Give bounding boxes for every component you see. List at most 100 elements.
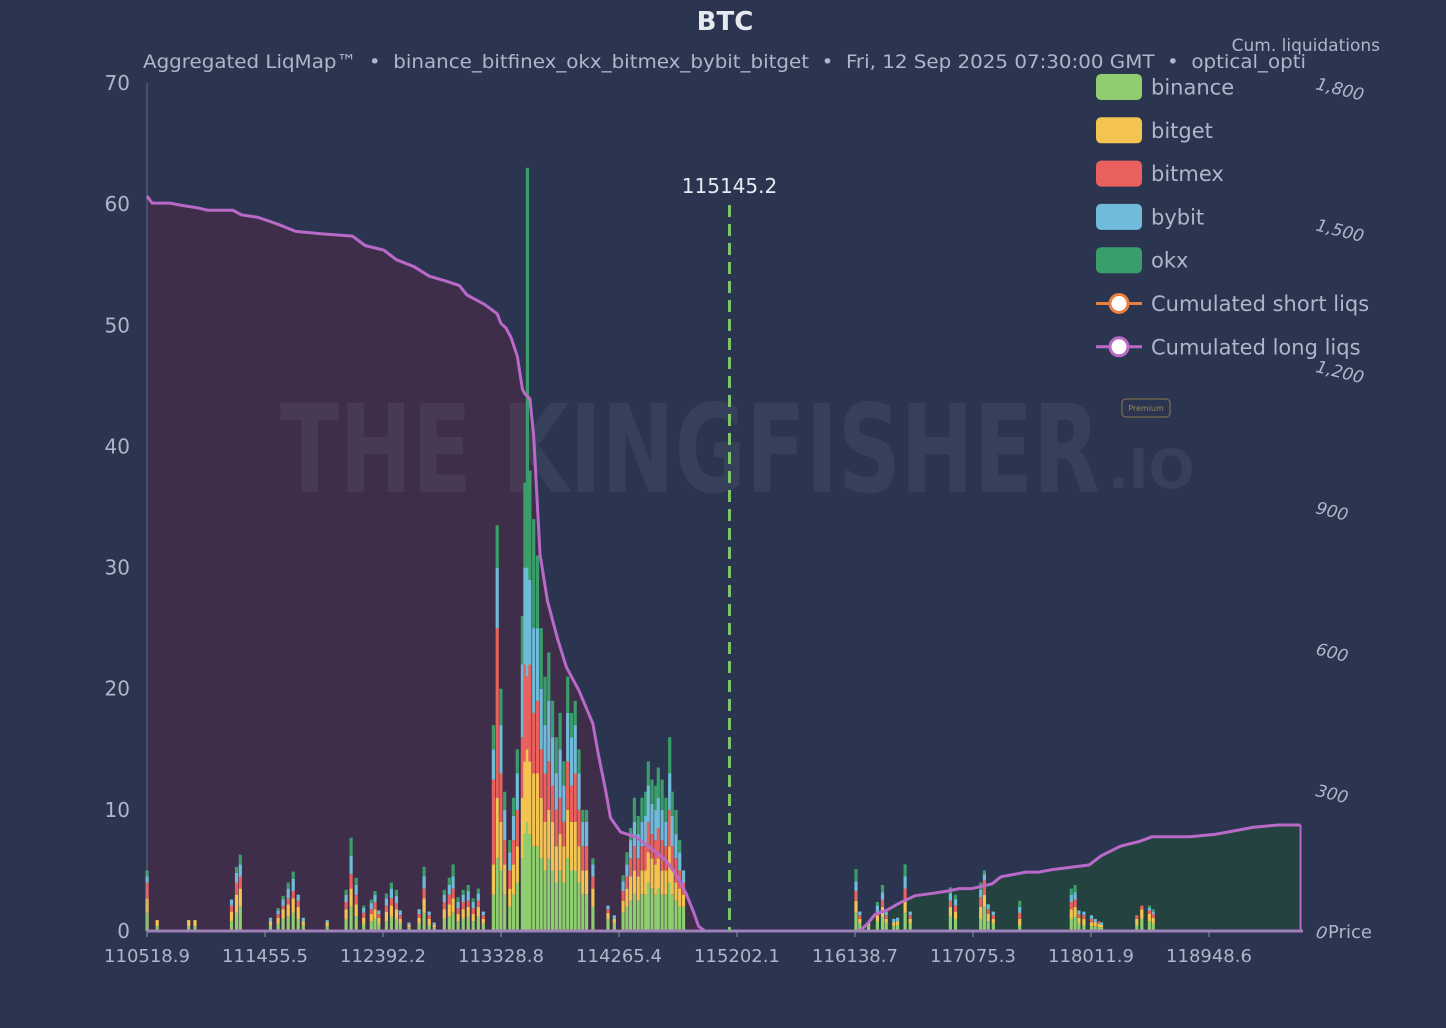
bar-binance-38: [476, 916, 480, 931]
bar-binance-7: [268, 924, 273, 931]
bar-okx-9: [281, 895, 285, 900]
bar-bybit-23: [389, 888, 393, 899]
bar-okx-19: [369, 899, 373, 904]
watermark: THE KINGFISHER .IO Premium: [280, 379, 1195, 521]
bar-bitget-8: [276, 917, 280, 924]
bar-binance-67: [606, 918, 610, 931]
bar-okx-96: [903, 864, 907, 877]
bar-bitget-5: [234, 894, 239, 913]
bar-okx-80: [660, 779, 664, 810]
bar-bitmex-49: [525, 676, 529, 750]
bar-bitget-22: [384, 911, 388, 922]
bar-bitget-57: [554, 846, 558, 883]
bar-okx-104: [1018, 900, 1022, 907]
bar-okx-53: [539, 628, 543, 689]
bar-binance-5: [234, 912, 239, 931]
bar-bitmex-113: [1135, 915, 1139, 919]
bar-okx-49: [525, 167, 529, 568]
bar-binance-100: [979, 918, 983, 931]
bar-bitmex-105: [1069, 901, 1073, 910]
bar-bitget-78: [654, 864, 658, 895]
bar-okx-92: [880, 885, 885, 893]
bar-bybit-96: [903, 876, 907, 889]
bar-bitmex-109: [1089, 918, 1094, 923]
y-tick-label: 10: [105, 798, 130, 822]
bar-binance-9: [281, 918, 285, 931]
bar-bitget-34: [456, 914, 460, 922]
bar-binance-12: [296, 918, 300, 931]
bar-bitget-12: [296, 906, 300, 919]
bar-bitmex-108: [1082, 915, 1086, 919]
bar-bitget-106: [1073, 906, 1077, 917]
bar-okx-48: [523, 482, 527, 568]
bar-binance-74: [640, 894, 644, 931]
bar-bitget-81: [664, 870, 668, 895]
bar-bitmex-59: [562, 822, 566, 847]
bar-bitmex-45: [511, 840, 516, 865]
bar-bitmex-58: [558, 797, 562, 834]
bar-okx-32: [447, 877, 451, 885]
bar-bybit-84: [674, 834, 678, 859]
bar-binance-92: [880, 916, 885, 931]
bar-binance-45: [511, 894, 516, 931]
bar-binance-56: [551, 870, 555, 931]
bar-bybit-30: [432, 922, 436, 925]
bar-binance-34: [456, 921, 460, 931]
bar-binance-28: [422, 912, 426, 931]
bar-bybit-46: [515, 773, 519, 810]
bar-bitget-98: [948, 906, 952, 917]
bar-okx-22: [384, 893, 388, 899]
bar-bitmex-98: [948, 900, 952, 907]
legend-label: binance: [1151, 76, 1234, 100]
bar-binance-62: [573, 870, 577, 931]
bar-binance-36: [466, 916, 470, 931]
bar-binance-13: [301, 924, 305, 931]
bar-binance-15: [344, 918, 348, 931]
bar-bitmex-20: [373, 901, 377, 910]
bar-okx-101: [982, 870, 986, 874]
bar-okx-75: [644, 791, 648, 816]
bar-okx-11: [291, 871, 295, 879]
bar-binance-60: [566, 858, 570, 931]
watermark-text: THE KINGFISHER: [280, 379, 1100, 521]
bar-binance-84: [674, 900, 678, 931]
bar-bitmex-83: [670, 846, 674, 871]
bar-binance-59: [562, 882, 566, 931]
bar-okx-59: [562, 761, 566, 786]
bar-bitget-110: [1093, 922, 1097, 927]
liquidation-bars: [145, 167, 1155, 931]
bar-binance-71: [629, 900, 633, 931]
bar-okx-62: [573, 700, 577, 725]
watermark-suffix: .IO: [1108, 438, 1195, 501]
bar-bitmex-92: [880, 899, 885, 907]
bar-bybit-115: [1147, 908, 1151, 911]
legend-marker-5: [1108, 293, 1130, 314]
bar-bitmex-23: [389, 898, 393, 906]
bar-binance-93: [884, 923, 888, 931]
bar-bybit-6: [238, 864, 242, 877]
bar-okx-79: [656, 767, 660, 798]
bar-bybit-29: [427, 911, 431, 916]
bar-okx-105: [1069, 888, 1073, 895]
bar-binance-32: [447, 916, 451, 931]
bar-bitget-116: [1151, 917, 1155, 924]
bar-bybit-82: [668, 773, 672, 810]
bar-binance-97: [908, 923, 912, 931]
bar-binance-94: [892, 926, 896, 931]
bar-bybit-36: [466, 891, 470, 901]
bar-bitmex-116: [1151, 914, 1155, 918]
bar-bitget-1: [155, 920, 159, 927]
bar-bybit-48: [523, 567, 527, 665]
bar-bitget-77: [650, 858, 654, 889]
bar-okx-78: [654, 785, 658, 810]
bar-binance-72: [632, 894, 636, 931]
bar-bybit-39: [481, 911, 485, 916]
chart-title: BTC: [697, 7, 754, 37]
bar-binance-109: [1089, 926, 1094, 931]
y-tick-label: 0: [117, 919, 130, 943]
bar-binance-77: [650, 888, 654, 931]
bar-bitget-11: [291, 898, 295, 913]
bar-bitget-79: [656, 858, 660, 889]
bar-okx-116: [1151, 909, 1155, 912]
bar-okx-8: [276, 908, 280, 911]
